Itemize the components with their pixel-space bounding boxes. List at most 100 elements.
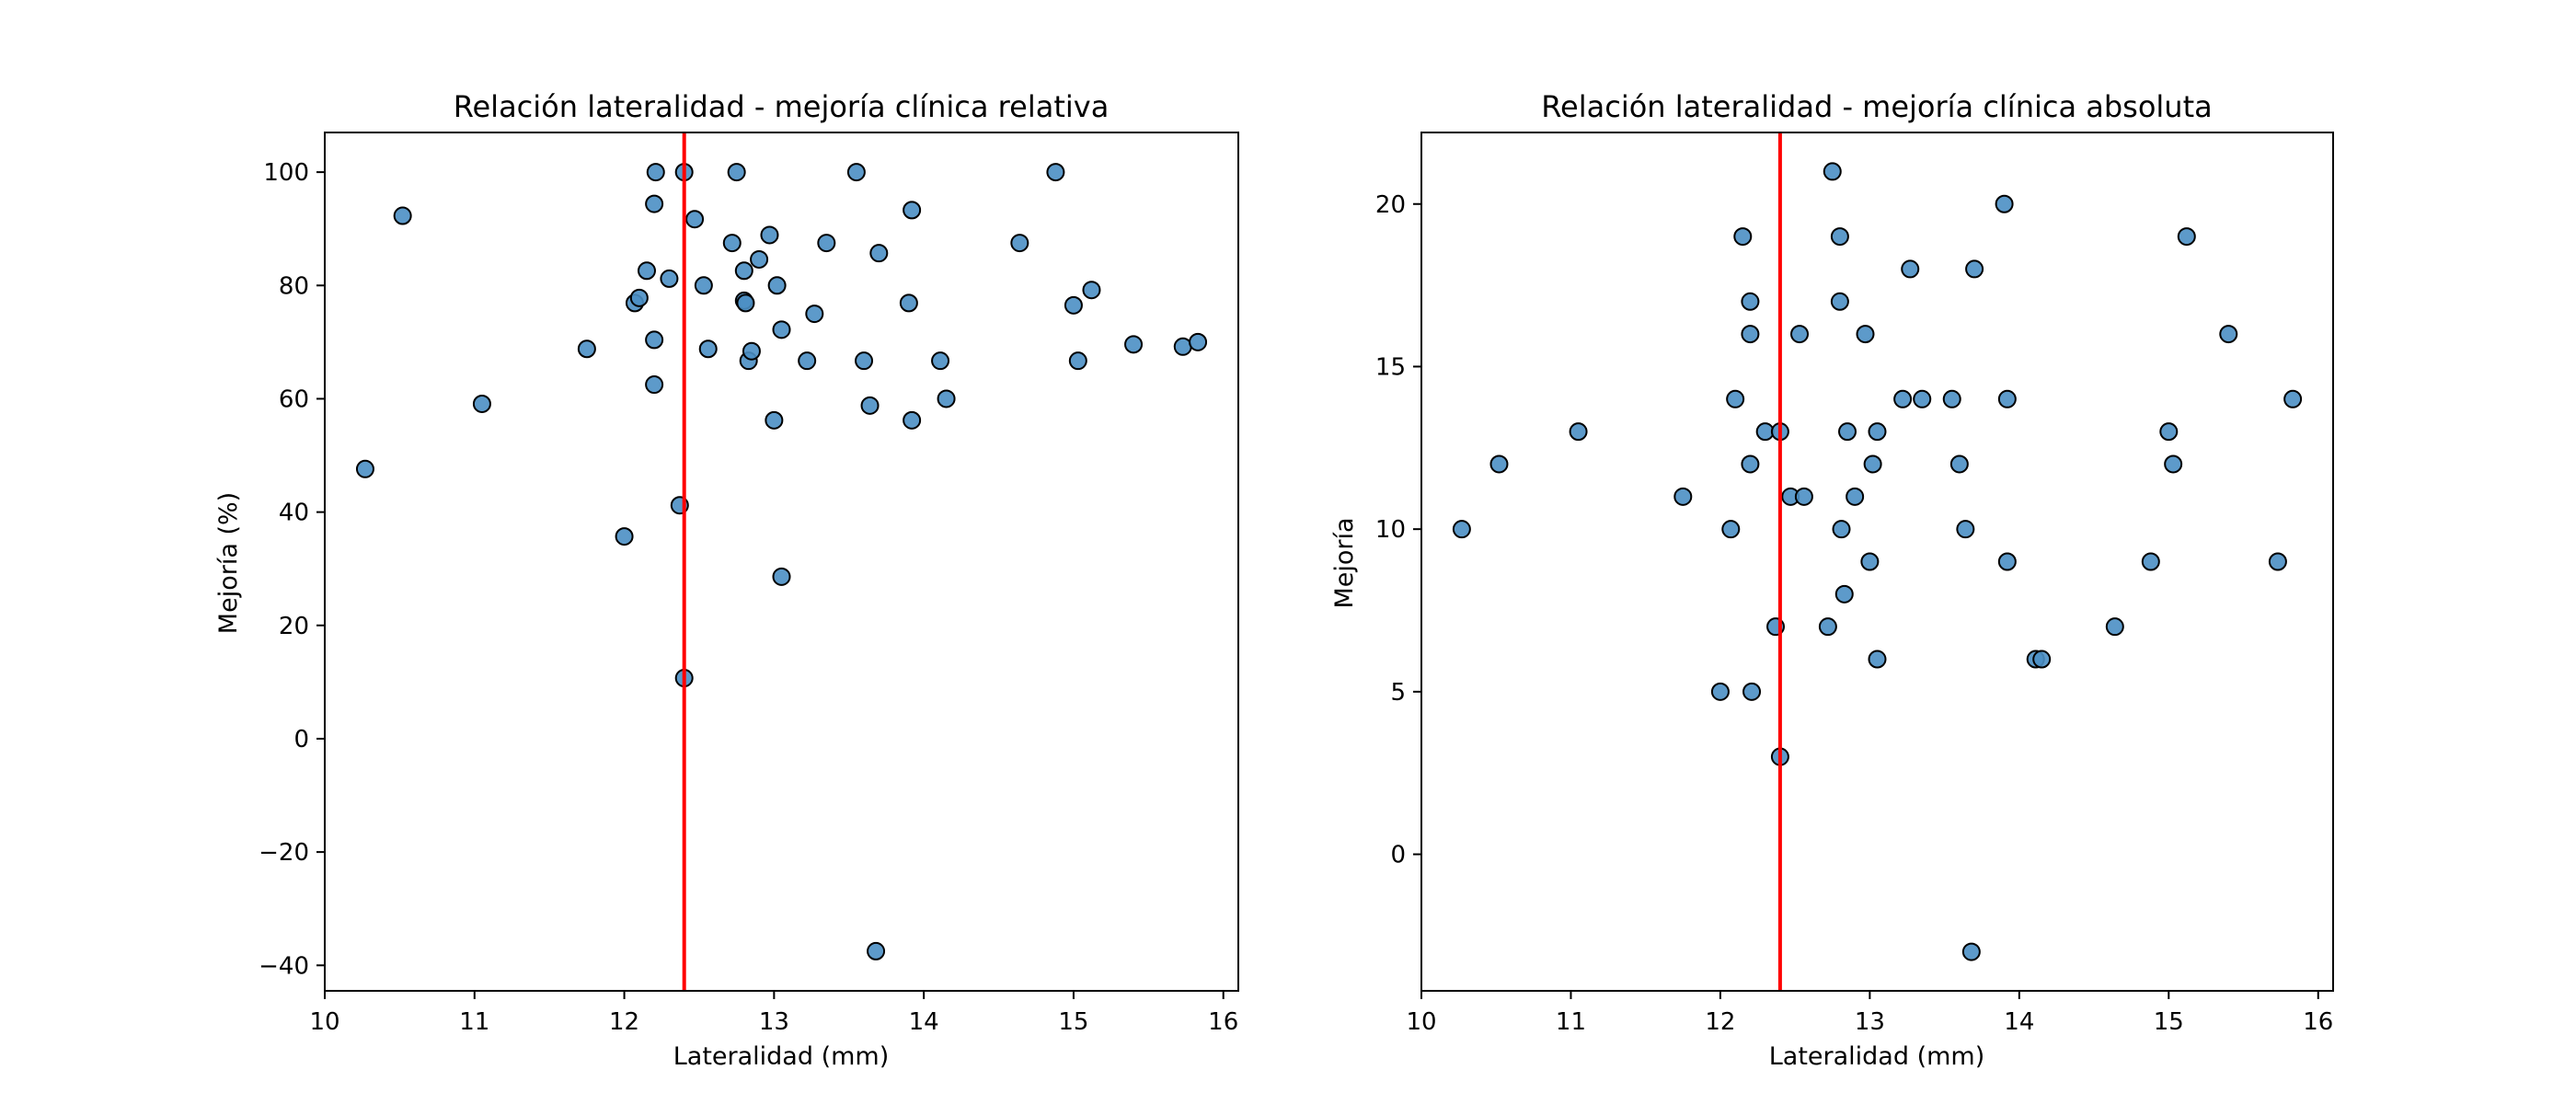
data-point bbox=[805, 305, 824, 324]
x-tick-label: 10 bbox=[1406, 1008, 1436, 1036]
data-point bbox=[899, 293, 918, 313]
data-point bbox=[1956, 520, 1975, 539]
data-point bbox=[736, 293, 755, 313]
data-point bbox=[1893, 389, 1913, 408]
plot-area: 10 11 12 13 14 15 16 −40 −20 0 20 40 60 80 100 bbox=[259, 132, 1239, 1036]
y-tick-label: 15 bbox=[1375, 353, 1406, 381]
chart-title: Relación lateralidad - mejoría clínica r… bbox=[454, 89, 1110, 124]
x-axis-label: Lateralidad (mm) bbox=[673, 1042, 890, 1071]
y-tick-label: 60 bbox=[279, 385, 309, 413]
data-point bbox=[2177, 227, 2196, 247]
x-tick-label: 14 bbox=[2004, 1008, 2034, 1036]
data-point bbox=[2268, 552, 2287, 571]
y-axis-label: Mejoría bbox=[1330, 517, 1359, 608]
data-point bbox=[1741, 292, 1760, 311]
x-tick-label: 13 bbox=[759, 1008, 789, 1036]
data-point bbox=[1673, 487, 1693, 506]
data-point bbox=[772, 567, 791, 586]
data-point bbox=[637, 261, 656, 281]
data-point bbox=[1189, 332, 1208, 351]
chart-absolute: Relación lateralidad - mejoría clínica a… bbox=[1330, 89, 2334, 1071]
plot-area: 10 11 12 13 14 15 16 0 5 10 15 20 bbox=[1375, 132, 2334, 1036]
plot-frame bbox=[1420, 132, 2334, 992]
data-point bbox=[698, 339, 718, 359]
data-point bbox=[817, 234, 836, 253]
data-point bbox=[1830, 227, 1849, 247]
x-tick-label: 12 bbox=[609, 1008, 639, 1036]
data-point bbox=[727, 163, 746, 182]
data-point bbox=[1856, 325, 1875, 344]
data-point bbox=[685, 210, 705, 229]
data-point bbox=[1997, 552, 2017, 571]
data-point bbox=[1726, 389, 1745, 408]
data-point bbox=[660, 269, 679, 288]
y-tick-label: 20 bbox=[279, 613, 309, 640]
y-tick-label: 80 bbox=[279, 272, 309, 300]
x-tick-label: 16 bbox=[1208, 1008, 1238, 1036]
data-point bbox=[1710, 682, 1730, 701]
data-point bbox=[2159, 422, 2179, 442]
data-point bbox=[1832, 520, 1851, 539]
data-point bbox=[937, 389, 956, 408]
data-point bbox=[1830, 292, 1849, 311]
data-point bbox=[860, 396, 880, 415]
data-point bbox=[1733, 227, 1753, 247]
data-point bbox=[846, 163, 866, 182]
data-point bbox=[2105, 617, 2124, 637]
y-tick-label: −20 bbox=[259, 839, 309, 867]
data-point bbox=[798, 351, 817, 371]
data-point bbox=[646, 163, 665, 182]
data-point bbox=[1995, 194, 2014, 213]
data-point bbox=[1721, 520, 1741, 539]
data-point bbox=[393, 206, 412, 225]
y-tick-label: 0 bbox=[293, 726, 309, 753]
data-point bbox=[1997, 389, 2017, 408]
data-point bbox=[1569, 422, 1588, 442]
data-point bbox=[742, 341, 761, 361]
data-point bbox=[765, 410, 784, 430]
data-point bbox=[1742, 682, 1762, 701]
x-tick-label: 15 bbox=[2154, 1008, 2184, 1036]
data-point bbox=[2032, 650, 2052, 669]
data-point bbox=[1901, 259, 1920, 279]
data-point bbox=[767, 276, 787, 295]
y-tick-label: 0 bbox=[1390, 842, 1406, 869]
data-point bbox=[645, 194, 664, 213]
data-point bbox=[2219, 325, 2238, 344]
data-point bbox=[2283, 389, 2303, 408]
data-point bbox=[1010, 234, 1029, 253]
data-point bbox=[1818, 617, 1837, 637]
data-point bbox=[645, 375, 664, 395]
data-point bbox=[1942, 389, 1961, 408]
data-point bbox=[615, 527, 634, 546]
x-tick-label: 15 bbox=[1058, 1008, 1088, 1036]
x-tick-label: 11 bbox=[1556, 1008, 1586, 1036]
data-point bbox=[1790, 325, 1810, 344]
y-axis-label: Mejoría (%) bbox=[214, 492, 243, 634]
data-point bbox=[1452, 520, 1471, 539]
data-point bbox=[903, 410, 922, 430]
data-point bbox=[772, 320, 791, 339]
data-point bbox=[1949, 454, 1969, 474]
data-point bbox=[1863, 454, 1882, 474]
data-point bbox=[1838, 422, 1857, 442]
y-tick-label: 5 bbox=[1390, 679, 1406, 707]
data-point bbox=[1965, 259, 1984, 279]
data-point bbox=[1124, 335, 1144, 354]
data-point bbox=[760, 225, 779, 245]
x-tick-label: 11 bbox=[459, 1008, 489, 1036]
data-point bbox=[931, 351, 950, 371]
data-point bbox=[750, 249, 769, 269]
data-point bbox=[2164, 454, 2183, 474]
chart-title: Relación lateralidad - mejoría clínica a… bbox=[1541, 89, 2212, 124]
data-point bbox=[1834, 584, 1854, 604]
x-tick-label: 13 bbox=[1855, 1008, 1885, 1036]
data-point bbox=[355, 459, 374, 478]
data-point bbox=[722, 234, 742, 253]
data-point bbox=[645, 330, 664, 350]
data-point bbox=[472, 394, 491, 413]
data-point bbox=[1741, 325, 1760, 344]
data-point bbox=[855, 351, 874, 371]
data-point bbox=[1068, 351, 1087, 371]
